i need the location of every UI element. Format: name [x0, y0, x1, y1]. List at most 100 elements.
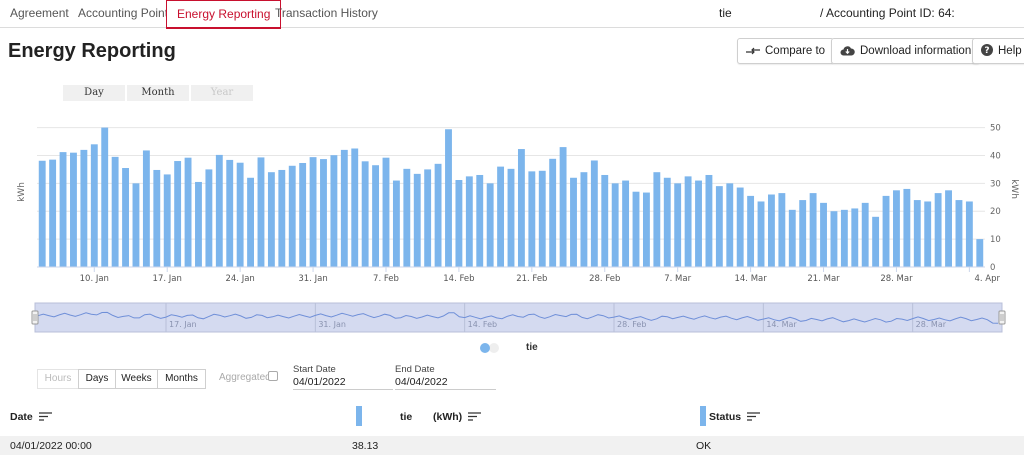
bar[interactable] — [497, 166, 505, 267]
chart-navigator[interactable]: 17. Jan 31. Jan 14. Feb 28. Feb 14. Mar 28. M… — [31, 302, 1006, 333]
bar[interactable] — [580, 172, 588, 267]
bar[interactable] — [278, 169, 286, 267]
bar[interactable] — [351, 148, 359, 267]
bar[interactable] — [642, 192, 650, 267]
bar[interactable] — [788, 209, 796, 267]
bar[interactable] — [330, 155, 338, 267]
bar[interactable] — [632, 191, 640, 267]
bar[interactable] — [830, 211, 838, 267]
navigator-window[interactable] — [34, 302, 1003, 333]
bar[interactable] — [257, 157, 265, 267]
compare-to-button[interactable]: Compare to — [737, 38, 835, 64]
bar[interactable] — [590, 160, 598, 267]
bar[interactable] — [361, 161, 369, 267]
bar[interactable] — [538, 170, 546, 267]
bar[interactable] — [934, 193, 942, 267]
navigator-right-handle[interactable] — [998, 310, 1006, 325]
bar[interactable] — [955, 200, 963, 267]
bar[interactable] — [559, 147, 567, 267]
bar[interactable] — [570, 177, 577, 267]
bar[interactable] — [517, 149, 525, 267]
bar[interactable] — [184, 157, 192, 267]
bar[interactable] — [663, 177, 671, 267]
bar[interactable] — [434, 163, 442, 267]
bar[interactable] — [445, 129, 452, 267]
bar[interactable] — [507, 168, 515, 267]
bar[interactable] — [872, 216, 880, 267]
bar[interactable] — [757, 201, 765, 267]
bar[interactable] — [809, 193, 817, 267]
bar[interactable] — [476, 174, 484, 267]
status-column-header[interactable]: Status — [709, 411, 761, 424]
bar[interactable] — [611, 183, 619, 267]
bar[interactable] — [465, 176, 473, 267]
bar[interactable] — [695, 180, 702, 267]
bar[interactable] — [288, 165, 296, 267]
bar[interactable] — [340, 149, 348, 267]
bar[interactable] — [70, 152, 77, 267]
period-day-button[interactable]: Day — [63, 85, 125, 101]
bar[interactable] — [945, 190, 952, 267]
resolution-weeks-button[interactable]: Weeks — [115, 369, 158, 389]
bar[interactable] — [455, 180, 463, 267]
bar[interactable] — [413, 173, 421, 267]
start-date-input[interactable] — [293, 375, 393, 390]
end-date-input[interactable] — [395, 375, 496, 390]
bar[interactable] — [226, 159, 234, 267]
bar[interactable] — [424, 169, 432, 267]
bar[interactable] — [840, 209, 848, 267]
bar[interactable] — [122, 168, 129, 267]
bar[interactable] — [38, 160, 46, 267]
series-column-header[interactable]: (kWh) — [433, 411, 482, 424]
resolution-days-button[interactable]: Days — [78, 369, 116, 389]
bar[interactable] — [236, 162, 244, 267]
sort-icon[interactable] — [38, 412, 52, 424]
bar[interactable] — [684, 176, 692, 267]
bar[interactable] — [976, 239, 984, 267]
bar[interactable] — [528, 171, 536, 267]
bar[interactable] — [111, 156, 119, 267]
bar[interactable] — [674, 183, 682, 267]
tab-transaction-history[interactable]: Transaction History — [275, 6, 378, 20]
bar[interactable] — [736, 187, 744, 267]
bar[interactable] — [392, 180, 400, 267]
bar[interactable] — [205, 169, 213, 267]
bar[interactable] — [893, 190, 900, 267]
bar[interactable] — [882, 195, 890, 267]
bar[interactable] — [486, 183, 494, 267]
bar[interactable] — [768, 194, 775, 268]
aggregated-checkbox[interactable] — [268, 371, 278, 381]
bar[interactable] — [101, 127, 109, 267]
bar[interactable] — [747, 195, 755, 267]
bar[interactable] — [549, 158, 557, 267]
bar[interactable] — [195, 181, 202, 267]
bar[interactable] — [965, 201, 973, 267]
bar[interactable] — [403, 168, 411, 267]
navigator-left-handle[interactable] — [31, 310, 39, 325]
bar[interactable] — [799, 200, 807, 267]
bar[interactable] — [163, 174, 171, 267]
sort-icon[interactable] — [747, 412, 761, 424]
bar[interactable] — [267, 172, 275, 267]
sort-icon[interactable] — [468, 412, 482, 424]
tab-accounting-point[interactable]: Accounting Point — [78, 6, 169, 20]
bar[interactable] — [820, 202, 827, 267]
bar[interactable] — [601, 174, 609, 267]
help-button[interactable]: ? Help — [972, 38, 1024, 64]
bar[interactable] — [174, 161, 182, 267]
bar[interactable] — [247, 177, 254, 267]
bar[interactable] — [215, 154, 223, 267]
bar[interactable] — [913, 200, 921, 267]
bar[interactable] — [903, 188, 911, 267]
download-information-button[interactable]: Download information — [831, 38, 981, 64]
bar[interactable] — [861, 202, 869, 267]
tab-energy-reporting[interactable]: Energy Reporting — [166, 0, 282, 29]
resolution-months-button[interactable]: Months — [157, 369, 206, 389]
bar[interactable] — [132, 183, 140, 267]
bar[interactable] — [705, 174, 713, 267]
bar[interactable] — [778, 193, 786, 267]
tab-agreement[interactable]: Agreement — [10, 6, 69, 20]
resolution-hours-button[interactable]: Hours — [37, 369, 79, 389]
bar[interactable] — [372, 165, 380, 267]
bar[interactable] — [851, 208, 859, 267]
